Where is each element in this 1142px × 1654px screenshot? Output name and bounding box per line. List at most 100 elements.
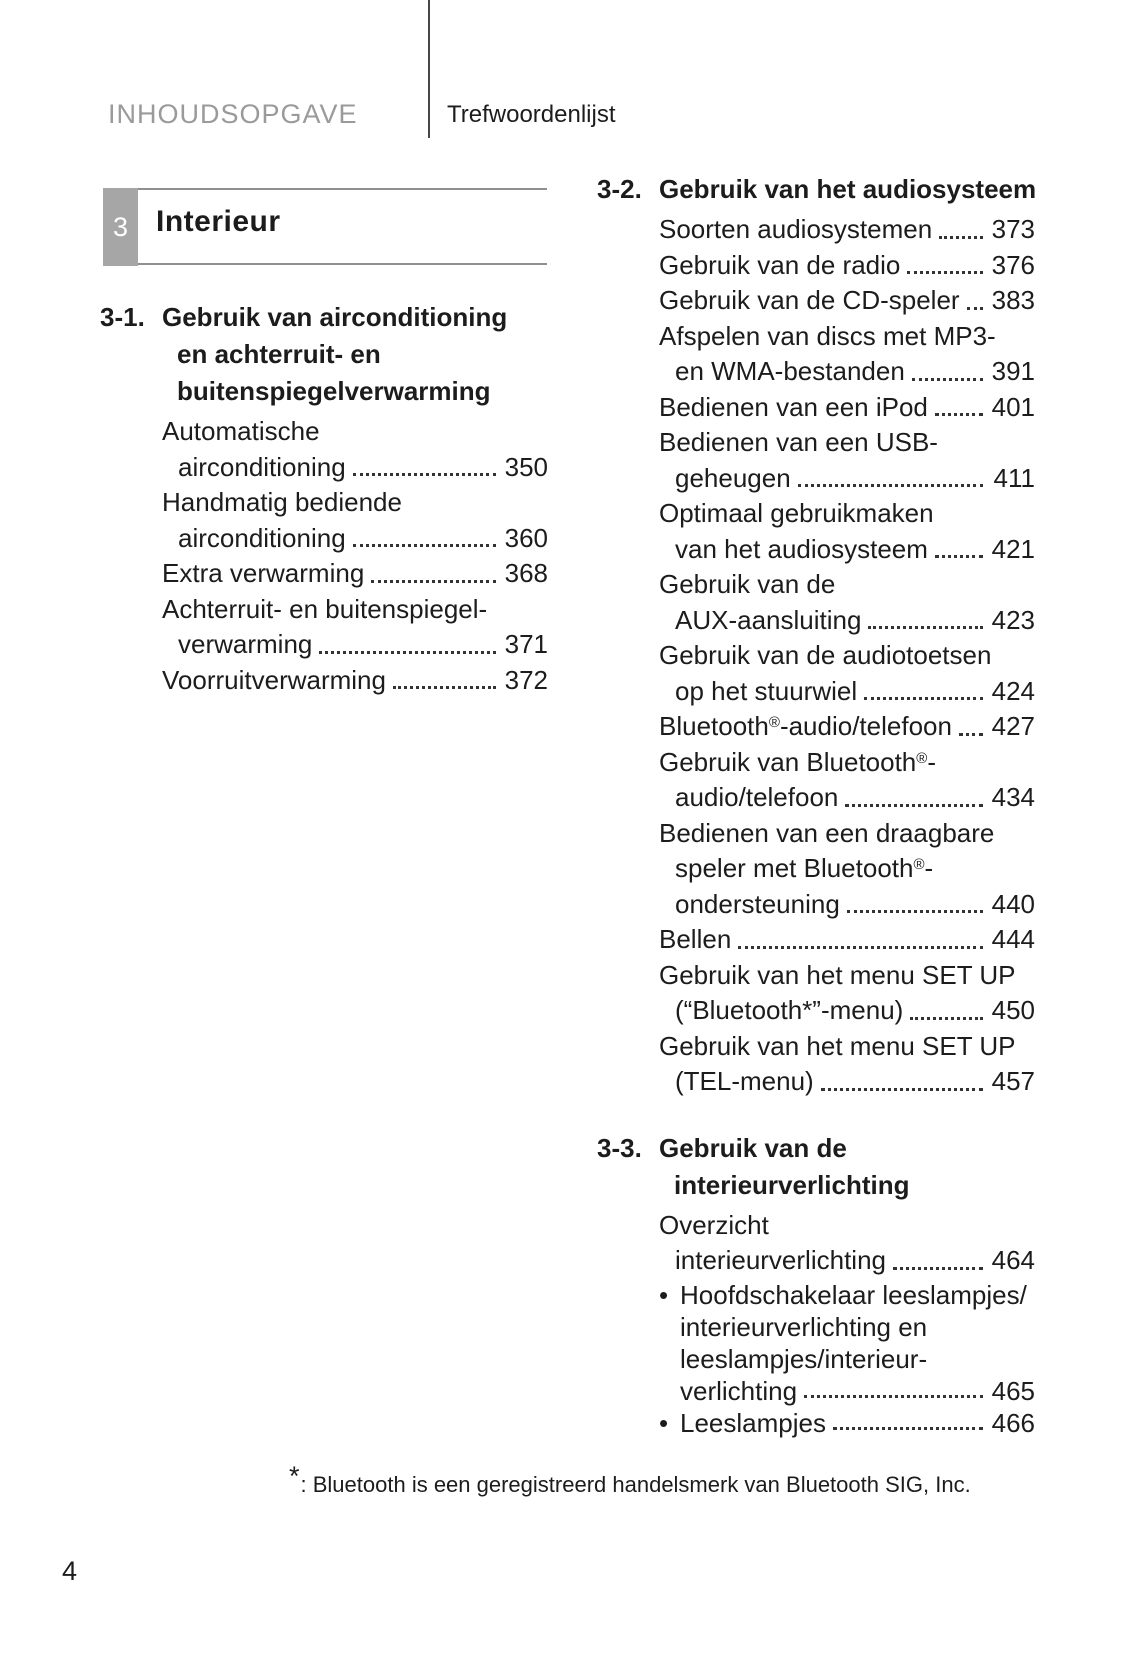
- page-ref: 434: [991, 782, 1035, 812]
- bullet-icon: •: [659, 1279, 669, 1310]
- section-number: 3-3.: [597, 1132, 642, 1163]
- toc-entry-text: Optimaal gebruikmaken: [659, 498, 934, 528]
- footnote-marker: *: [289, 1461, 300, 1491]
- page-ref: 371: [504, 629, 548, 659]
- toc-entry-line-with-page: airconditioning 360: [162, 521, 548, 557]
- section-title: Gebruik van het audiosysteem: [659, 171, 1036, 208]
- toc-entry-text: audio/telefoon: [675, 782, 839, 812]
- toc-entry-text: en WMA-bestanden: [675, 356, 905, 386]
- toc-entry-line-with-page: audio/telefoon 434: [659, 780, 1035, 816]
- toc-entry-text: AUX-aansluiting: [675, 604, 862, 635]
- toc-entry-line: speler met Bluetooth®-: [659, 851, 1035, 887]
- toc-entry: Bluetooth®-audio/telefoon 427: [659, 709, 1035, 745]
- section-title-line: interieurverlichting: [674, 1169, 910, 1200]
- dot-leader: [738, 945, 983, 949]
- toc-entry-text: Bedienen van een USB-: [659, 427, 938, 457]
- toc-entries: Automatische airconditioning 350 Handmatig …: [162, 414, 548, 698]
- toc-entry: Bedienen van een draagbare speler met Blu…: [659, 816, 1035, 923]
- chapter-number: 3: [112, 211, 129, 242]
- toc-entry-text: interieurverlichting: [675, 1245, 886, 1275]
- chapter-rule-bottom: [138, 263, 547, 265]
- toc-entry-line: Gebruik van de: [659, 567, 1035, 603]
- dot-leader: [832, 1426, 983, 1430]
- toc-entry-text: Bedienen van een iPod: [659, 391, 928, 422]
- toc-entry: Automatische airconditioning 350: [162, 414, 548, 485]
- toc-entry-text: Leeslampjes: [680, 1407, 826, 1438]
- toc-entry-text: verlichting: [680, 1375, 798, 1406]
- dot-leader: [797, 484, 983, 487]
- toc-entry: Handmatig bediende airconditioning 360: [162, 485, 548, 556]
- page-ref: 440: [991, 888, 1035, 919]
- section-title-line: buitenspiegelverwarming: [177, 376, 491, 406]
- toc-entry: Bedienen van een USB-geheugen 411: [659, 425, 1035, 496]
- page-ref: 360: [504, 522, 548, 553]
- section-number: 3-1.: [100, 302, 145, 332]
- dot-leader: [319, 650, 496, 654]
- toc-entry-line: • Hoofdschakelaar leeslampjes/: [659, 1279, 1035, 1311]
- toc-entry: Gebruik van de CD-speler 383: [659, 283, 1035, 319]
- toc-entry-line: Handmatig bediende: [162, 485, 548, 521]
- toc-entry-text: Overzicht: [659, 1209, 769, 1240]
- contents-header-label: INHOUDSOPGAVE: [108, 99, 358, 129]
- toc-entry: Soorten audiosystemen 373: [659, 212, 1035, 248]
- toc-entry: Extra verwarming 368: [162, 556, 548, 592]
- dot-leader: [392, 686, 496, 689]
- toc-section-3-2: 3-2. Gebruik van het audiosysteem Soorten …: [597, 171, 1036, 1100]
- toc-section-3-1: 3-1. Gebruik van airconditioning en achter…: [100, 299, 548, 698]
- page-ref: 444: [991, 924, 1035, 954]
- chapter-tab: 3: [103, 188, 138, 266]
- page-ref: 423: [991, 604, 1035, 635]
- toc-entry-line-with-page: Bluetooth®-audio/telefoon 427: [659, 709, 1035, 745]
- dot-leader: [892, 1266, 983, 1270]
- toc-entry-line: interieurverlichting en: [659, 1311, 1035, 1343]
- section-title-line: Gebruik van airconditioning: [162, 302, 508, 332]
- page-ref: 391: [991, 356, 1035, 386]
- toc-entry-line-with-page: Soorten audiosystemen 373: [659, 212, 1035, 248]
- toc-section-heading: 3-1. Gebruik van airconditioning en achter…: [100, 299, 548, 410]
- toc-entry-text: geheugen: [675, 462, 791, 493]
- toc-entry: Gebruik van het menu SET UP (TEL-menu) 457: [659, 1029, 1035, 1100]
- toc-entry-text: (“Bluetooth*”-menu): [675, 995, 904, 1025]
- toc-entry-text: Gebruik van Bluetooth®-: [659, 746, 937, 777]
- toc-entry-line-with-page: geheugen 411: [659, 461, 1035, 497]
- toc-entry-text: Gebruik van de radio: [659, 249, 901, 280]
- footnote-text: : Bluetooth is een geregistreerd handels…: [300, 1472, 971, 1497]
- section-title-line: Gebruik van de: [659, 1132, 847, 1163]
- toc-entry: Gebruik van het menu SET UP (“Bluetooth*”…: [659, 958, 1035, 1029]
- dot-leader: [966, 306, 983, 310]
- dot-leader: [939, 235, 983, 239]
- toc-entry-line-with-page: verlichting 465: [659, 1375, 1035, 1407]
- toc-entry-line: Gebruik van de audiotoetsen: [659, 638, 1035, 674]
- dot-leader: [352, 473, 496, 476]
- toc-entry-text: speler met Bluetooth®-: [675, 853, 934, 883]
- toc-entry-line: Automatische: [162, 414, 548, 450]
- toc-entry-text: ondersteuning: [675, 888, 840, 919]
- toc-entry: Gebruik van de audiotoetsen op het stuurw…: [659, 638, 1035, 709]
- toc-section-heading: 3-2. Gebruik van het audiosysteem: [597, 171, 1036, 208]
- registered-trademark-sup: ®: [916, 749, 928, 767]
- toc-entry: Gebruik van de radio 376: [659, 248, 1035, 284]
- toc-entry-line: Achterruit- en buitenspiegel-: [162, 592, 548, 628]
- page-ref: 421: [991, 533, 1035, 564]
- toc-entry-line-with-page: op het stuurwiel 424: [659, 674, 1035, 710]
- toc-entry-text: Soorten audiosystemen: [659, 214, 933, 244]
- section-title: Gebruik van de interieurverlichting: [659, 1130, 1035, 1204]
- toc-entry: Overzicht interieurverlichting 464: [659, 1208, 1035, 1279]
- toc-entry-text: op het stuurwiel: [675, 675, 858, 706]
- dot-leader: [910, 1016, 983, 1020]
- page-ref: 372: [504, 664, 548, 695]
- page-ref: 368: [504, 558, 548, 588]
- page-ref: 373: [991, 214, 1035, 244]
- toc-entry-text: Bedienen van een draagbare: [659, 817, 995, 848]
- index-header-label: Trefwoordenlijst: [447, 101, 616, 128]
- bullet-icon: •: [659, 1407, 669, 1438]
- toc-entry-line-with-page: en WMA-bestanden 391: [659, 354, 1035, 390]
- dot-leader: [934, 555, 983, 558]
- dot-leader: [864, 697, 983, 700]
- dot-leader: [934, 413, 983, 416]
- toc-entry-line-with-page: Gebruik van de CD-speler 383: [659, 283, 1035, 319]
- toc-entry-line: Bedienen van een draagbare: [659, 816, 1035, 852]
- toc-entry-line-with-page: Bedienen van een iPod 401: [659, 390, 1035, 426]
- toc-entry-text: Extra verwarming: [162, 558, 365, 588]
